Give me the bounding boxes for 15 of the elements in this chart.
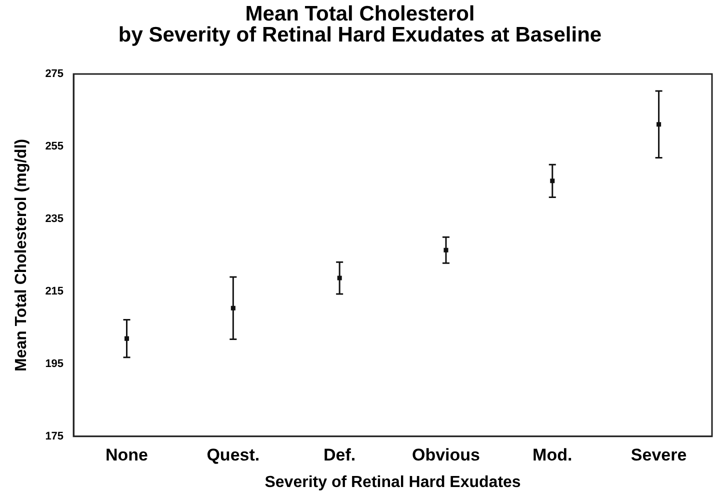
x-axis-title: Severity of Retinal Hard Exudates	[264, 474, 521, 491]
x-tick-label: Def.	[324, 445, 356, 464]
y-tick-label: 235	[45, 212, 64, 225]
x-tick-label: Obvious	[412, 445, 480, 464]
chart-title: Mean Total Cholesterol by Severity of Retinal Hard Exudates at Baseline	[118, 2, 602, 46]
y-tick-label: 275	[45, 68, 64, 80]
x-tick-label: Mod.	[532, 445, 572, 464]
y-tick-label: 215	[45, 285, 64, 298]
y-tick-label: 175	[45, 430, 64, 442]
x-tick-label: Severe	[630, 445, 687, 464]
x-tick-label: None	[106, 445, 148, 464]
y-tick-label: 255	[45, 140, 64, 153]
y-tick-label: 195	[45, 358, 64, 370]
x-tick-label: Quest.	[206, 445, 260, 464]
y-axis-title: Mean Total Cholesterol (mg/dl)	[13, 138, 30, 372]
